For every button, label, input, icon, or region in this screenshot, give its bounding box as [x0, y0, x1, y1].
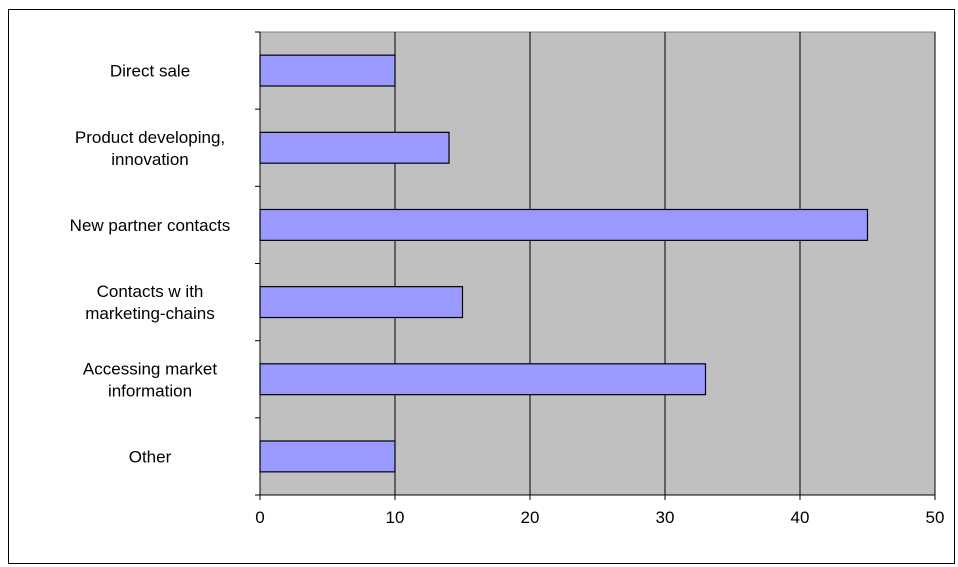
category-label: Contacts w ith marketing-chains [85, 282, 214, 323]
bar [259, 286, 464, 319]
category-label-line: Other [129, 447, 172, 466]
category-label: Direct sale [110, 62, 190, 81]
category-label: Accessing market information [83, 359, 217, 400]
bar [259, 54, 396, 87]
category-label-line: Product developing, [75, 128, 225, 147]
x-tick-label: 20 [521, 508, 540, 527]
category-label-line: innovation [111, 150, 189, 169]
category-label: New partner contacts [70, 216, 231, 235]
category-labels: Direct sale Product developing, innovation… [70, 62, 231, 467]
category-label-line: Direct sale [110, 62, 190, 81]
bar [259, 208, 869, 241]
x-tick-label: 40 [791, 508, 810, 527]
axes [255, 31, 936, 500]
category-label: Product developing, innovation [75, 128, 225, 169]
category-label-line: information [108, 381, 192, 400]
bar [259, 440, 396, 473]
category-label-line: Contacts w ith [97, 282, 204, 301]
plot-area [259, 31, 936, 496]
x-tick-label: 30 [656, 508, 675, 527]
gridlines [394, 32, 936, 495]
bar [259, 363, 707, 396]
bar [259, 131, 450, 164]
category-label-line: New partner contacts [70, 216, 231, 235]
x-tick-label: 0 [255, 508, 264, 527]
x-tick-labels: 0 10 20 30 40 50 [255, 508, 944, 527]
x-tick-label: 10 [386, 508, 405, 527]
category-label-line: marketing-chains [85, 304, 214, 323]
category-label-line: Accessing market [83, 359, 217, 378]
category-label: Other [129, 447, 172, 466]
x-tick-label: 50 [926, 508, 945, 527]
